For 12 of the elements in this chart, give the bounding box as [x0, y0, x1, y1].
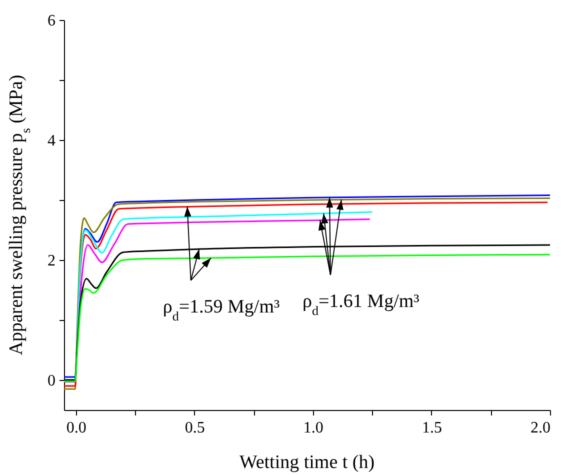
annotation: ρ$_{d}$=1.59 Mg/m³	[162, 296, 280, 323]
x-tick-label: 2.0	[530, 420, 550, 436]
x-tick-label: 1.5	[422, 420, 442, 436]
annotation: ρ$_{d}$=1.61 Mg/m³	[302, 291, 420, 318]
x-tick-label: 0.5	[184, 420, 205, 436]
x-tick-label: 0.0	[66, 420, 86, 436]
y-tick-label: 6	[48, 12, 56, 30]
y-tick-label: 4	[48, 132, 56, 150]
x-axis-title: Wetting time t (h)	[239, 452, 375, 473]
y-tick-label: 0	[48, 372, 56, 390]
x-tick-label: 1.0	[303, 420, 324, 436]
y-tick-label: 2	[48, 252, 56, 270]
